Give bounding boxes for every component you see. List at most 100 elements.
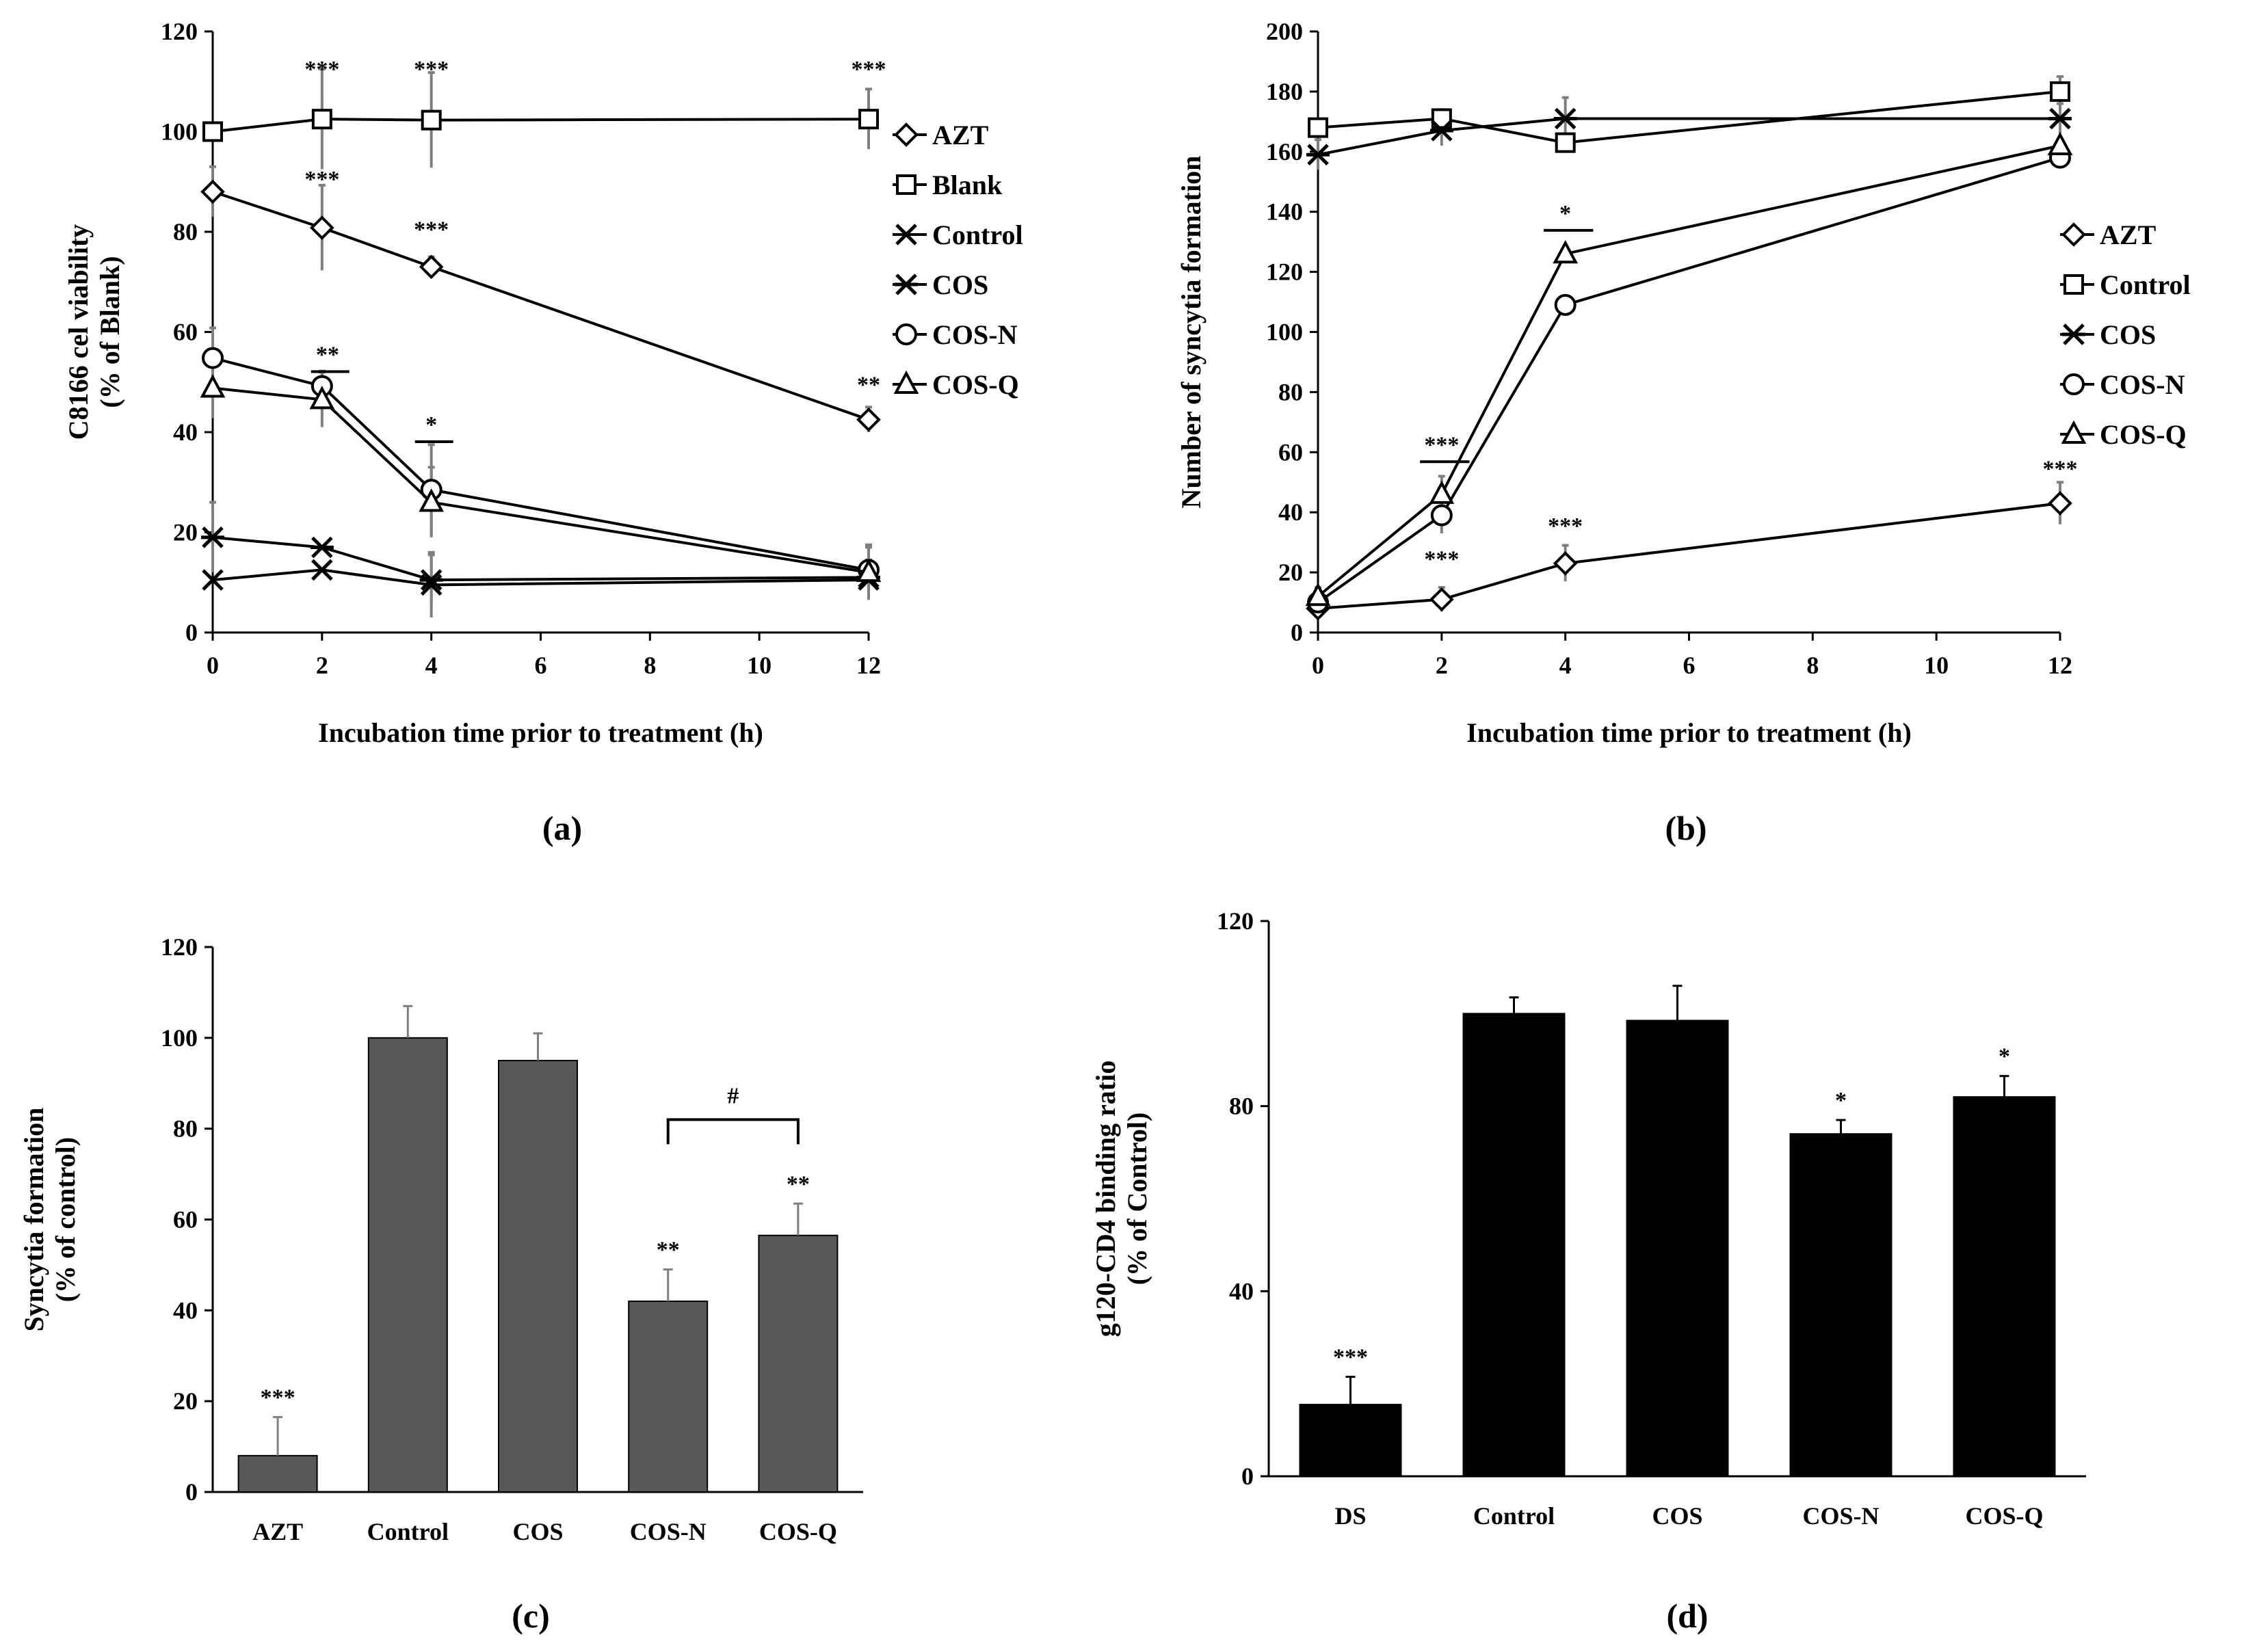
legend-label: COS <box>2100 319 2156 350</box>
x-category-label: Control <box>1473 1502 1555 1530</box>
y-tick-label: 60 <box>173 319 198 346</box>
series-line-cos <box>212 535 869 582</box>
bar-cos-n <box>628 1301 709 1493</box>
legend-marker-cos <box>895 274 918 295</box>
significance-label: * <box>425 412 437 438</box>
x-tick-label: 0 <box>1312 652 1324 679</box>
x-tick-label: 6 <box>1683 652 1696 679</box>
significance-label: ** <box>787 1171 810 1197</box>
y-tick-label: 100 <box>161 118 198 146</box>
data-point-cos-q <box>1429 480 1455 504</box>
x-tick-label: 2 <box>1436 652 1448 679</box>
y-axis-title: g120-CD4 binding ratio <box>1090 1061 1121 1337</box>
significance-label: *** <box>1424 546 1459 572</box>
significance-label: * <box>1835 1088 1847 1113</box>
panel-label: (c) <box>512 1597 550 1635</box>
significance-label: * <box>1999 1044 2010 1069</box>
y-axis-title: C8166 cel viability <box>63 224 94 440</box>
significance-label: *** <box>2043 456 2078 481</box>
comparison-bracket <box>666 1118 800 1145</box>
bar-control <box>1462 1013 1566 1478</box>
x-tick-label: 12 <box>2048 652 2072 679</box>
y-tick-label: 20 <box>1278 559 1303 586</box>
legend-label: COS-Q <box>932 369 1019 400</box>
data-point-blank <box>202 121 223 142</box>
x-category-label: Control <box>367 1518 449 1545</box>
legend-label: AZT <box>2100 219 2157 250</box>
significance-label: *** <box>304 167 339 192</box>
x-tick-label: 12 <box>856 652 881 679</box>
x-category-label: AZT <box>252 1518 303 1545</box>
panel-c: 0 20 40 60 80 100 120 *** AZT Control COS ** COS-N **… <box>18 933 863 1635</box>
y-tick-label: 80 <box>1229 1093 1254 1120</box>
legend-marker-cos-n <box>895 323 917 345</box>
legend-marker-blank <box>896 174 916 195</box>
significance-label: ** <box>316 342 339 367</box>
y-tick-label: 0 <box>1291 619 1303 646</box>
y-axis-title: (% of control) <box>50 1137 81 1302</box>
y-tick-label: 20 <box>173 1387 198 1415</box>
series-line-cos <box>1317 117 2060 157</box>
data-point-cos-q <box>856 558 882 583</box>
series-line-azt <box>1317 502 2061 610</box>
series-line-cos-q <box>212 386 869 574</box>
data-point-cos <box>419 569 443 591</box>
significance-label: *** <box>304 57 339 82</box>
legend-label: Control <box>932 219 1023 250</box>
data-point-cos <box>1429 120 1453 142</box>
panel-label: (b) <box>1665 809 1706 847</box>
significance-label: ** <box>857 372 880 397</box>
legend-marker-cos-q <box>2061 420 2087 444</box>
x-category-label: COS-N <box>630 1518 707 1545</box>
y-tick-label: 120 <box>1217 907 1254 935</box>
significance-label: *** <box>1424 432 1459 457</box>
data-point-cos <box>1306 144 1330 165</box>
significance-label: *** <box>414 217 449 242</box>
significance-label: *** <box>261 1385 295 1410</box>
y-tick-label: 80 <box>173 218 198 245</box>
y-tick-label: 120 <box>1266 258 1303 286</box>
panel-d: 0 40 80 120 *** DS Control COS * COS-N * COS-Q g120-… <box>1090 907 2086 1635</box>
data-point-control <box>1555 132 1576 153</box>
y-tick-label: 140 <box>1266 198 1303 226</box>
x-tick-label: 8 <box>1806 652 1819 679</box>
legend-label: COS-N <box>2100 369 2185 400</box>
data-point-cos-n <box>202 347 224 369</box>
data-point-cos <box>1553 107 1577 130</box>
comparison-label: # <box>727 1083 739 1108</box>
x-tick-label: 10 <box>747 652 771 679</box>
y-tick-label: 40 <box>173 418 198 446</box>
y-tick-label: 80 <box>173 1115 198 1143</box>
y-axis-title: (% of Blank) <box>94 256 125 408</box>
data-point-cos-q <box>1553 239 1579 264</box>
significance-label: *** <box>852 57 886 82</box>
data-point-azt <box>419 254 444 280</box>
x-tick-label: 10 <box>1924 652 1949 679</box>
data-point-azt <box>2048 491 2072 516</box>
legend-marker-azt <box>894 122 919 147</box>
series-line-cos-n <box>212 356 869 572</box>
legend-label: Control <box>2100 269 2191 300</box>
significance-label: *** <box>1333 1345 1368 1370</box>
data-point-cos-q <box>419 488 445 512</box>
data-point-azt <box>200 179 225 204</box>
y-axis-title: Syncytia formation <box>18 1108 49 1332</box>
y-tick-label: 100 <box>1266 319 1303 346</box>
x-category-label: COS-Q <box>1965 1502 2043 1530</box>
series-line-azt <box>212 190 869 421</box>
bar-cos-n <box>1789 1133 1892 1478</box>
series-line-control <box>1317 90 2061 144</box>
bar-control <box>367 1037 448 1493</box>
x-tick-label: 4 <box>1559 652 1572 679</box>
series-line-control <box>212 568 869 587</box>
data-point-azt <box>310 215 334 240</box>
data-point-blank <box>858 109 879 130</box>
data-point-cos-q <box>309 386 335 410</box>
y-tick-label: 0 <box>1241 1463 1254 1490</box>
data-point-cos-q <box>1305 583 1331 607</box>
series-line-cos-q <box>1317 144 2061 598</box>
y-tick-label: 60 <box>173 1206 198 1234</box>
significance-label: *** <box>1548 514 1583 539</box>
bar-cos-q <box>1953 1096 2056 1477</box>
